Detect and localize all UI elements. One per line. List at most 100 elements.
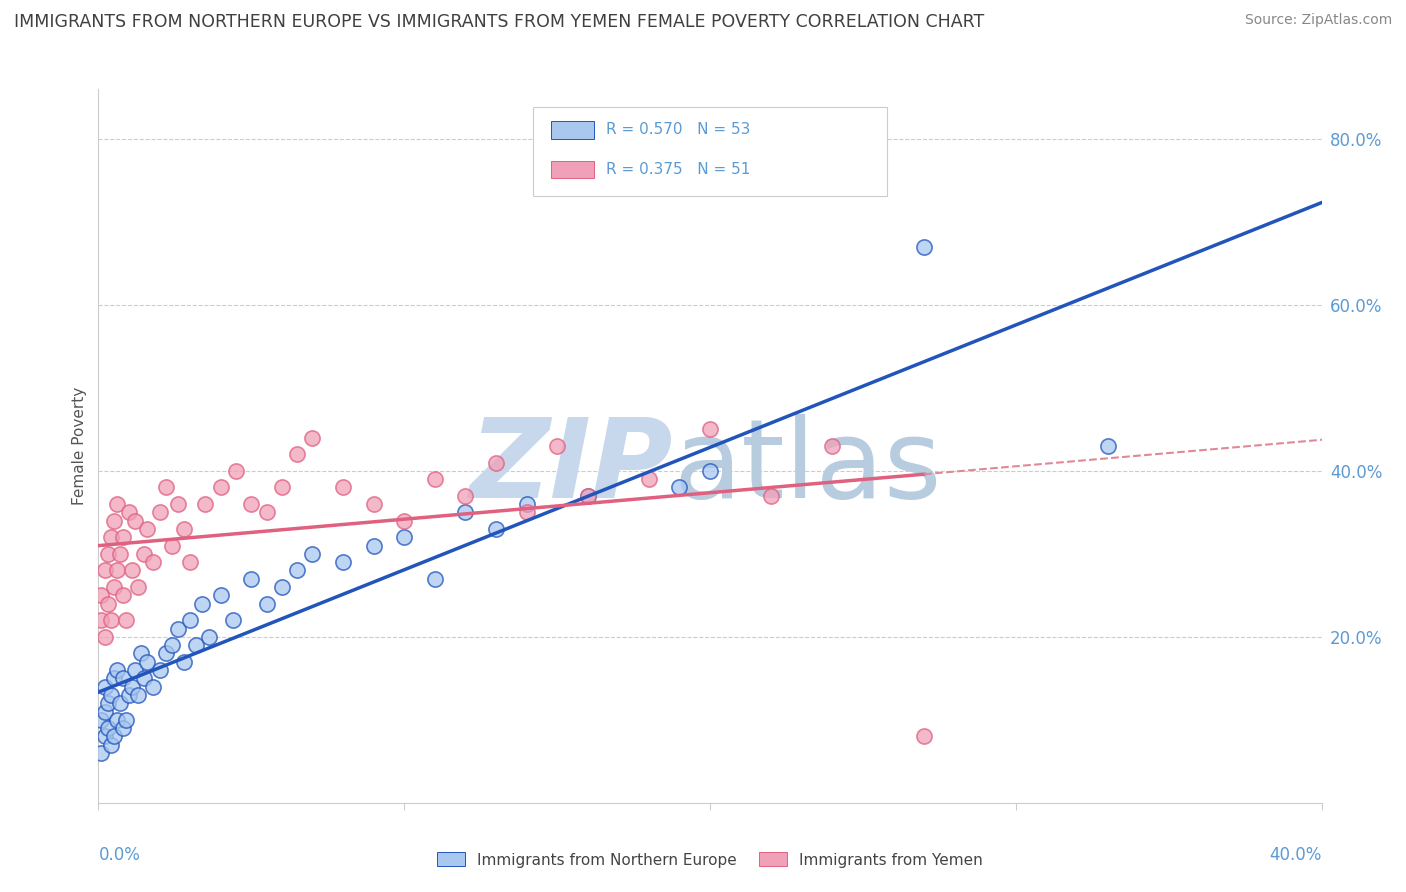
- Point: [134, 671, 156, 685]
- Point: [256, 505, 278, 519]
- Point: [111, 530, 134, 544]
- Text: atlas: atlas: [673, 414, 942, 521]
- Point: [115, 713, 138, 727]
- Point: [285, 447, 308, 461]
- Text: R = 0.375   N = 51: R = 0.375 N = 51: [606, 161, 751, 177]
- Point: [100, 738, 122, 752]
- Point: [127, 688, 149, 702]
- Point: [197, 630, 219, 644]
- Point: [191, 597, 214, 611]
- Point: [912, 730, 935, 744]
- Point: [97, 696, 120, 710]
- Point: [111, 721, 134, 735]
- Point: [108, 547, 131, 561]
- Point: [136, 655, 159, 669]
- Bar: [551, 161, 593, 178]
- Point: [103, 580, 125, 594]
- Point: [225, 464, 247, 478]
- Point: [301, 547, 323, 561]
- Point: [423, 472, 446, 486]
- Point: [160, 539, 183, 553]
- Bar: [551, 121, 593, 139]
- Point: [516, 505, 538, 519]
- Point: [454, 489, 477, 503]
- Point: [142, 555, 165, 569]
- Point: [668, 481, 690, 495]
- Point: [90, 713, 112, 727]
- Point: [516, 497, 538, 511]
- Point: [97, 721, 120, 735]
- Point: [392, 530, 416, 544]
- Point: [332, 555, 354, 569]
- Legend: Immigrants from Northern Europe, Immigrants from Yemen: Immigrants from Northern Europe, Immigra…: [432, 847, 988, 873]
- Point: [93, 730, 115, 744]
- Point: [93, 680, 115, 694]
- Point: [103, 671, 125, 685]
- Point: [485, 522, 508, 536]
- Point: [100, 530, 122, 544]
- Point: [209, 588, 232, 602]
- Point: [111, 671, 134, 685]
- Text: 40.0%: 40.0%: [1270, 846, 1322, 863]
- Point: [129, 647, 152, 661]
- Y-axis label: Female Poverty: Female Poverty: [72, 387, 87, 505]
- Point: [363, 539, 385, 553]
- Text: 0.0%: 0.0%: [98, 846, 141, 863]
- Point: [115, 613, 138, 627]
- Point: [699, 422, 721, 436]
- Point: [576, 489, 599, 503]
- Point: [97, 547, 120, 561]
- Point: [912, 240, 935, 254]
- Point: [209, 481, 232, 495]
- Point: [821, 439, 844, 453]
- Point: [149, 663, 172, 677]
- Point: [186, 638, 208, 652]
- Point: [256, 597, 278, 611]
- Point: [97, 597, 120, 611]
- Point: [103, 730, 125, 744]
- Text: IMMIGRANTS FROM NORTHERN EUROPE VS IMMIGRANTS FROM YEMEN FEMALE POVERTY CORRELAT: IMMIGRANTS FROM NORTHERN EUROPE VS IMMIG…: [14, 13, 984, 31]
- Point: [179, 555, 201, 569]
- Point: [121, 564, 143, 578]
- Point: [93, 705, 115, 719]
- Point: [90, 746, 112, 760]
- Point: [332, 481, 354, 495]
- Point: [759, 489, 782, 503]
- Point: [155, 647, 177, 661]
- Point: [222, 613, 245, 627]
- Point: [124, 663, 146, 677]
- Point: [270, 580, 292, 594]
- Point: [167, 497, 190, 511]
- Point: [1097, 439, 1119, 453]
- Point: [699, 464, 721, 478]
- Point: [485, 456, 508, 470]
- Point: [127, 580, 149, 594]
- Point: [179, 613, 201, 627]
- Point: [160, 638, 183, 652]
- Point: [149, 505, 172, 519]
- Point: [142, 680, 165, 694]
- Point: [194, 497, 217, 511]
- Point: [105, 713, 128, 727]
- Point: [546, 439, 568, 453]
- Point: [118, 688, 141, 702]
- Point: [167, 622, 190, 636]
- Point: [90, 613, 112, 627]
- Point: [103, 514, 125, 528]
- Point: [105, 564, 128, 578]
- Point: [93, 564, 115, 578]
- Point: [240, 572, 263, 586]
- Text: Source: ZipAtlas.com: Source: ZipAtlas.com: [1244, 13, 1392, 28]
- Point: [121, 680, 143, 694]
- Point: [576, 489, 599, 503]
- Point: [270, 481, 292, 495]
- Point: [111, 588, 134, 602]
- Text: ZIP: ZIP: [470, 414, 673, 521]
- Point: [173, 522, 195, 536]
- Point: [93, 630, 115, 644]
- Point: [363, 497, 385, 511]
- Point: [105, 497, 128, 511]
- Point: [301, 431, 323, 445]
- Point: [118, 505, 141, 519]
- Point: [108, 696, 131, 710]
